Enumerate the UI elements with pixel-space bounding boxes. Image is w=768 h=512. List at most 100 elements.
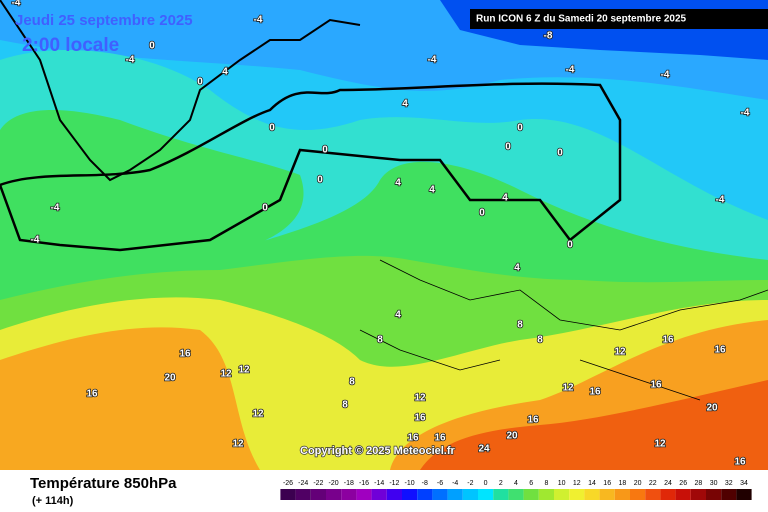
- legend-tick-label: 6: [529, 480, 533, 487]
- legend-tick-label: 10: [558, 480, 566, 487]
- legend-swatch: [599, 489, 615, 500]
- contour-label: 4: [502, 193, 508, 204]
- contour-label: 4: [514, 263, 520, 274]
- legend-tick-label: 32: [725, 480, 733, 487]
- legend-tick-label: 28: [695, 480, 703, 487]
- run-info: Run ICON 6 Z du Samedi 20 septembre 2025: [476, 14, 687, 25]
- legend-tick-label: -4: [452, 480, 458, 487]
- legend-swatch: [341, 489, 357, 500]
- legend-tick-label: -2: [467, 480, 473, 487]
- legend-tick-label: -16: [359, 480, 369, 487]
- legend-tick-label: -18: [344, 480, 354, 487]
- legend-swatch: [523, 489, 539, 500]
- contour-label: 0: [317, 175, 323, 186]
- contour-label: 0: [567, 240, 573, 251]
- legend-tick-label: -10: [405, 480, 415, 487]
- contour-label: 0: [262, 203, 268, 214]
- contour-label: 0: [517, 123, 523, 134]
- borders: [359, 259, 768, 401]
- legend-swatch: [432, 489, 448, 500]
- legend-tick-label: -20: [329, 480, 339, 487]
- legend-swatch: [508, 489, 524, 500]
- contour-label: 8: [517, 320, 523, 331]
- legend-tick-label: 2: [499, 480, 503, 487]
- legend-swatch: [584, 489, 600, 500]
- legend-swatch: [356, 489, 372, 500]
- legend-tick-label: 14: [588, 480, 596, 487]
- legend-swatch: [478, 489, 494, 500]
- contour-label: 16: [650, 380, 662, 391]
- contour-label: 12: [220, 369, 232, 380]
- contour-label: 16: [589, 387, 601, 398]
- contour-label: 12: [232, 439, 244, 450]
- contour-label: 0: [505, 142, 511, 153]
- contour-label: 4: [429, 185, 435, 196]
- contour-label: 20: [164, 373, 176, 384]
- legend-swatch: [447, 489, 463, 500]
- orange-area-west: [0, 327, 260, 470]
- contour-label: 4: [402, 99, 408, 110]
- contour-label: 0: [269, 123, 275, 134]
- contour-label: 16: [527, 415, 539, 426]
- legend: -26 -24 -22 -20 -18 -16 -14 -12 -10 -8 -6 -4 -2 0 2 4 6 8…: [280, 480, 752, 500]
- legend-swatch: [295, 489, 311, 500]
- legend-tick-label: -12: [389, 480, 399, 487]
- contour-label: -4: [254, 15, 263, 26]
- legend-tick-label: 0: [484, 480, 488, 487]
- contour-label: 0: [479, 208, 485, 219]
- legend-swatch: [310, 489, 326, 500]
- legend-tick-label: 18: [619, 480, 627, 487]
- legend-swatch: [614, 489, 630, 500]
- contour-label: -4: [31, 235, 40, 246]
- contour-label: 12: [614, 347, 626, 358]
- legend-swatch: [660, 489, 676, 500]
- legend-tick-label: 24: [664, 480, 672, 487]
- contour-label: 8: [377, 335, 383, 346]
- legend-swatch: [538, 489, 554, 500]
- contour-label: 16: [414, 413, 426, 424]
- contour-label: 8: [342, 400, 348, 411]
- run-box: [470, 9, 768, 29]
- contour-label: 8: [349, 377, 355, 388]
- contour-label: 0: [149, 41, 155, 52]
- legend-swatch: [462, 489, 478, 500]
- legend-tick-label: -8: [422, 480, 428, 487]
- contour-label: 0: [322, 145, 328, 156]
- legend-swatch: [569, 489, 585, 500]
- coastline-north: [0, 0, 361, 182]
- contour-label: -4: [566, 65, 575, 76]
- legend-tick-label: -22: [313, 480, 323, 487]
- legend-swatch: [417, 489, 433, 500]
- contour-label: 16: [434, 433, 446, 444]
- legend-tick-label: -14: [374, 480, 384, 487]
- legend-swatch: [675, 489, 691, 500]
- contour-label: -4: [716, 195, 725, 206]
- legend-swatch: [736, 489, 752, 500]
- contour-label: 20: [506, 431, 518, 442]
- contour-label: 4: [222, 67, 228, 78]
- contour-label: -4: [51, 203, 60, 214]
- legend-tick-label: 26: [679, 480, 687, 487]
- date: Jeudi 25 septembre 2025: [15, 12, 193, 29]
- contour-label: 16: [714, 345, 726, 356]
- contour-label: 16: [407, 433, 419, 444]
- contour-labels: -4-4-8-4-4 -4-4-40-4040000400044040-4-444…: [11, 0, 751, 468]
- legend-swatch: [386, 489, 402, 500]
- contour-label: 16: [734, 457, 746, 468]
- contour-label: -8: [544, 31, 553, 42]
- legend-swatch: [326, 489, 342, 500]
- legend-tick-label: -24: [298, 480, 308, 487]
- contour-label: 4: [395, 178, 401, 189]
- legend-swatch: [493, 489, 509, 500]
- contour-label: 4: [395, 310, 401, 321]
- legend-tick-label: 22: [649, 480, 657, 487]
- contour-label: -4: [126, 55, 135, 66]
- legend-tick-label: 8: [544, 480, 548, 487]
- legend-swatch: [645, 489, 661, 500]
- coastline: [0, 82, 622, 252]
- legend-tick-label: 4: [514, 480, 518, 487]
- red-area: [420, 380, 768, 470]
- legend-swatch: [721, 489, 737, 500]
